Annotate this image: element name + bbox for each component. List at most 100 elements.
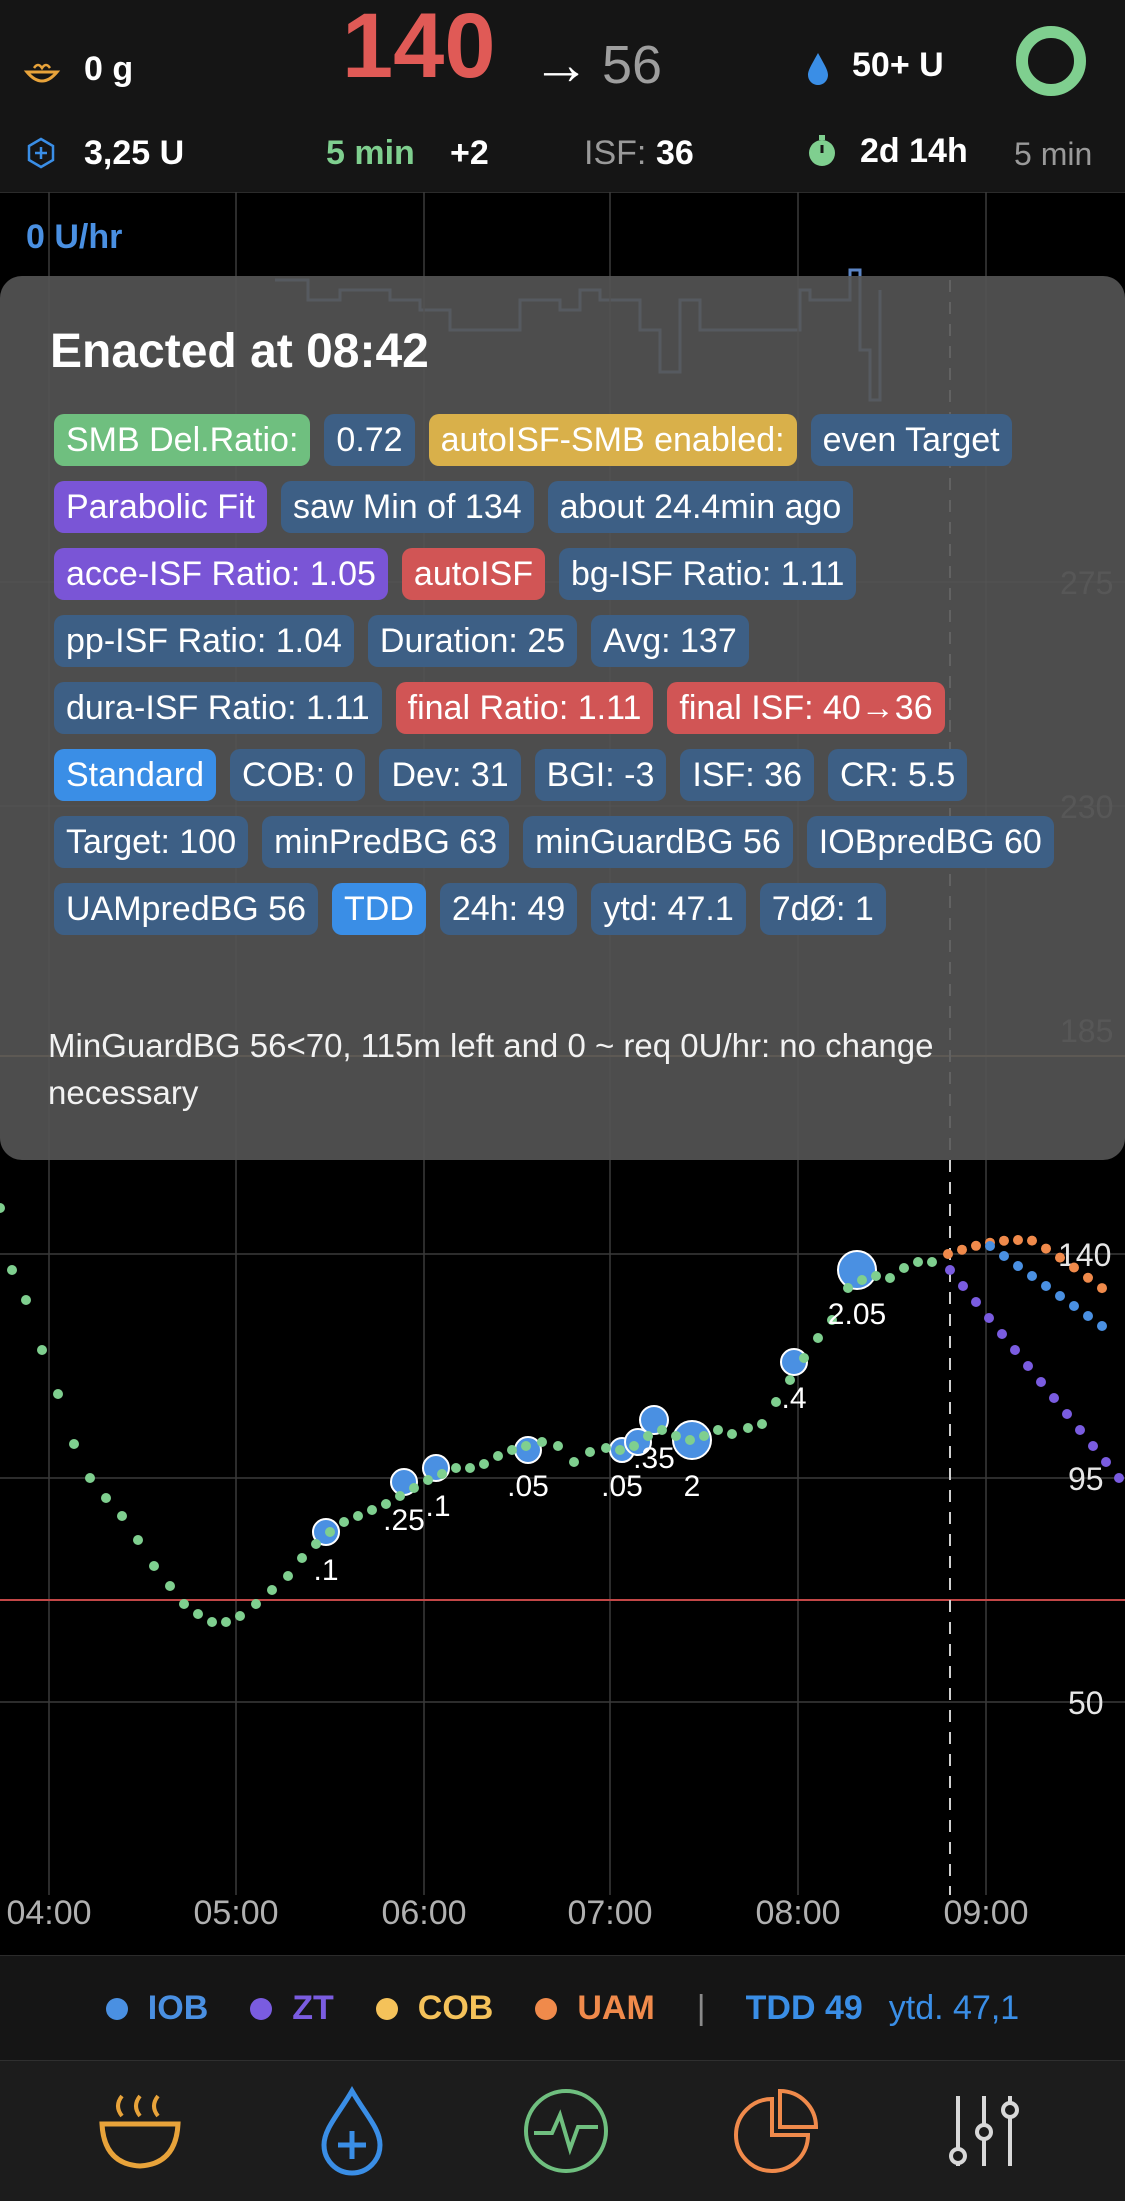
iob-prediction-dot	[985, 1241, 995, 1251]
bg-reading-dot	[133, 1535, 143, 1545]
bg-reading-dot	[601, 1443, 611, 1453]
reason-tag: autoISF-SMB enabled:	[428, 414, 797, 466]
reason-tag: final ISF: 40→36	[667, 682, 945, 734]
bg-reading-dot	[713, 1425, 723, 1435]
legend-iob: IOB	[105, 1989, 208, 2028]
reason-tag: ytd: 47.1	[591, 883, 746, 935]
bg-reading-dot	[685, 1435, 695, 1445]
bg-reading-dot	[465, 1463, 475, 1473]
bg-reading-dot	[913, 1257, 923, 1267]
bg-reading-dot	[699, 1431, 709, 1441]
bg-reading-dot	[827, 1315, 837, 1325]
smb-label: .05	[507, 1470, 549, 1503]
uam-prediction-dot	[971, 1240, 981, 1251]
bg-reading-dot	[297, 1553, 307, 1563]
bg-reading-dot	[757, 1419, 767, 1429]
reason-tag: acce-ISF Ratio: 1.05	[54, 548, 388, 600]
reason-tag: autoISF	[401, 548, 545, 600]
smb-marker	[837, 1250, 877, 1290]
bg-reading-dot	[899, 1263, 909, 1273]
bg-reading-dot	[53, 1389, 63, 1399]
zt-prediction-dot	[1036, 1377, 1046, 1387]
bg-reading-dot	[553, 1441, 563, 1451]
bg-reading-dot	[671, 1431, 681, 1441]
smb-label: .35	[633, 1442, 675, 1475]
iob-prediction-dot	[1041, 1281, 1051, 1291]
cob-dot-icon	[375, 1997, 398, 2020]
bg-reading-dot	[69, 1439, 79, 1449]
bg-reading-dot	[521, 1441, 531, 1451]
bg-reading-dot	[507, 1445, 517, 1455]
uam-prediction-dot	[1069, 1262, 1079, 1273]
settings-icon	[949, 2096, 1019, 2166]
bg-reading-dot	[235, 1611, 245, 1621]
carbs-value: 0 g	[84, 50, 134, 88]
iob-prediction-dot	[999, 1251, 1009, 1261]
bg-predicted-value: 56	[602, 35, 663, 95]
bg-delta: +2	[450, 134, 489, 172]
bg-reading-dot	[727, 1429, 737, 1439]
legend-uam: UAM	[535, 1989, 655, 2028]
tab-statistics[interactable]	[716, 2081, 836, 2181]
enacted-popup[interactable]: Enacted at 08:42 SMB Del.Ratio: 0.72 autoI…	[0, 276, 1125, 1160]
uam-prediction-dot	[1055, 1252, 1065, 1263]
tab-bolus[interactable]	[292, 2081, 412, 2181]
isf-value: 36	[656, 134, 694, 172]
reason-tag: UAMpredBG 56	[54, 883, 318, 935]
legend-label: UAM	[577, 1989, 655, 2027]
tab-settings[interactable]	[924, 2081, 1044, 2181]
bg-reading-dot	[437, 1469, 447, 1479]
time-label: 08:00	[755, 1894, 840, 1932]
bg-reading-dot	[221, 1617, 231, 1627]
bg-reading-dot	[871, 1271, 881, 1281]
bg-reading-dot	[629, 1441, 639, 1451]
smb-label: .05	[601, 1470, 643, 1503]
bg-reading-dot	[207, 1617, 217, 1627]
reason-tags: SMB Del.Ratio: 0.72 autoISF-SMB enabled: ev…	[54, 414, 1064, 935]
bg-reading-dot	[117, 1511, 127, 1521]
bolus-icon	[321, 2086, 383, 2176]
uam-prediction-dot	[1097, 1283, 1107, 1294]
iob-prediction-dot	[1097, 1321, 1107, 1331]
smb-label: .25	[383, 1504, 425, 1537]
reservoir-value: 50+ U	[852, 46, 944, 84]
basal-rate: 0 U/hr	[26, 218, 123, 256]
bg-trend-arrow: →	[532, 32, 590, 97]
y-label: 50	[1068, 1685, 1104, 1721]
reason-tag: minPredBG 63	[262, 816, 510, 868]
tab-meal[interactable]	[80, 2081, 200, 2181]
uam-prediction-dot	[1041, 1243, 1051, 1254]
bg-reading-dot	[283, 1571, 293, 1581]
loop-status-indicator[interactable]	[1016, 26, 1086, 96]
meal-icon	[99, 2094, 181, 2169]
iob-icon	[27, 137, 55, 169]
reason-tag: COB: 0	[230, 749, 366, 801]
bg-reading-dot	[381, 1499, 391, 1509]
reason-tag: pp-ISF Ratio: 1.04	[54, 615, 354, 667]
reason-tag: final Ratio: 1.11	[395, 682, 654, 734]
zt-dot-icon	[250, 1997, 273, 2020]
iob-prediction-dot	[1083, 1311, 1093, 1321]
legend-zt: ZT	[250, 1989, 334, 2028]
bg-reading-dot	[537, 1437, 547, 1447]
bg-reading-dot	[367, 1505, 377, 1515]
iob-dot-icon	[105, 1997, 128, 2020]
zt-prediction-dot	[1010, 1345, 1020, 1355]
zt-prediction-dot	[1075, 1425, 1085, 1435]
loop-status-icon	[524, 2089, 608, 2173]
uam-prediction-dot	[943, 1249, 953, 1259]
tab-loop[interactable]	[506, 2081, 626, 2181]
time-label: 05:00	[193, 1894, 278, 1932]
sensor-age: 2d 14h	[860, 132, 968, 170]
bg-reading-dot	[101, 1493, 111, 1503]
reason-tag: dura-ISF Ratio: 1.11	[54, 682, 382, 734]
bg-reading-dot	[657, 1425, 667, 1435]
uam-dot-icon	[535, 1997, 558, 2020]
insulin-drop-icon	[808, 53, 828, 85]
statistics-icon	[734, 2088, 819, 2173]
zt-prediction-dot	[1049, 1393, 1059, 1403]
reason-tag: saw Min of 134	[280, 481, 534, 533]
tab-bar	[0, 2060, 1125, 2201]
bg-reading-dot	[857, 1275, 867, 1285]
legend-cob: COB	[375, 1989, 493, 2028]
